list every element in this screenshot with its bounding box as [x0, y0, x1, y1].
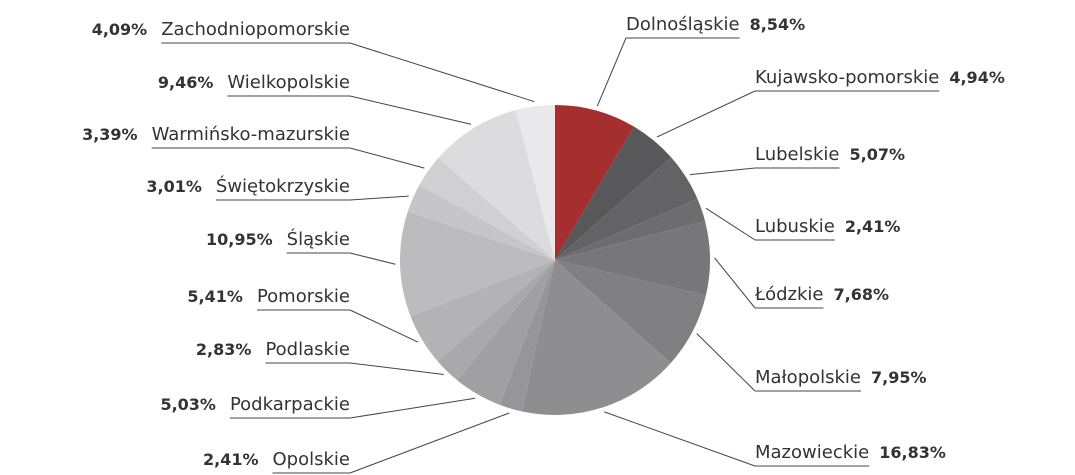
leader-line — [349, 195, 409, 201]
slice-label: Pomorskie — [257, 286, 350, 307]
slice-value: 3,01% — [146, 177, 202, 196]
pie-slice — [437, 260, 555, 381]
leader-line — [714, 257, 756, 309]
leader-line — [705, 207, 756, 241]
leader-line — [696, 333, 756, 392]
slice-label: Śląskie — [287, 228, 350, 250]
slice-value: 5,07% — [850, 145, 906, 164]
slice-value: 4,09% — [92, 20, 148, 39]
leader-line — [349, 95, 472, 125]
pie-slice — [521, 260, 671, 416]
slice-value: 8,54% — [750, 15, 806, 34]
pie-slice — [555, 126, 672, 260]
leader-line — [349, 412, 510, 474]
pie-slice — [410, 260, 555, 362]
leader-line — [349, 309, 419, 343]
slice-label: Podkarpackie — [230, 394, 350, 415]
leader-line — [596, 37, 627, 107]
pie-slice — [555, 198, 706, 260]
slice-value: 2,83% — [196, 340, 252, 359]
slice-label: Podlaskie — [265, 339, 350, 360]
pie-slice — [555, 260, 706, 364]
slice-value: 7,68% — [834, 285, 890, 304]
slice-label: Dolnośląskie — [626, 14, 740, 35]
slice-value: 7,95% — [871, 368, 927, 387]
slice-value: 4,94% — [949, 68, 1005, 87]
leader-line — [349, 147, 425, 169]
slice-value: 9,46% — [158, 73, 214, 92]
slice-label: Mazowieckie — [755, 442, 869, 463]
slice-label: Lubuskie — [755, 216, 835, 237]
pie-slice — [419, 157, 555, 260]
leader-line — [349, 42, 535, 103]
slice-value: 2,41% — [203, 450, 259, 469]
pie-slice — [457, 260, 555, 405]
pie-slice — [555, 157, 698, 260]
slice-value: 10,95% — [206, 230, 273, 249]
pie-slice — [515, 105, 555, 260]
pie-slice — [438, 110, 555, 260]
slice-label: Zachodniopomorskie — [161, 19, 350, 40]
leader-line — [349, 397, 476, 419]
slice-label: Małopolskie — [755, 367, 861, 388]
pie-slice — [499, 260, 555, 412]
pie-slice — [400, 211, 555, 317]
leader-line — [349, 362, 444, 375]
pie-slice — [407, 184, 555, 260]
slice-value: 16,83% — [879, 443, 946, 462]
slice-label: Opolskie — [273, 449, 350, 470]
slice-label: Warmińsko-mazurskie — [152, 124, 350, 145]
slice-label: Łódzkie — [754, 284, 824, 305]
slice-label: Kujawsko-pomorskie — [755, 67, 939, 88]
slice-value: 2,41% — [845, 217, 901, 236]
slice-label: Lubelskie — [755, 144, 840, 165]
slice-value: 5,41% — [187, 287, 243, 306]
slice-label: Świętokrzyskie — [216, 175, 350, 197]
slice-value: 5,03% — [160, 395, 216, 414]
slice-value: 3,39% — [82, 125, 138, 144]
leader-line — [349, 252, 396, 265]
pie-slice — [555, 105, 635, 260]
leader-line — [689, 167, 756, 176]
pie-slice — [555, 221, 710, 296]
slice-label: Wielkopolskie — [227, 72, 350, 93]
leader-line — [604, 411, 756, 467]
leader-line — [656, 90, 756, 138]
